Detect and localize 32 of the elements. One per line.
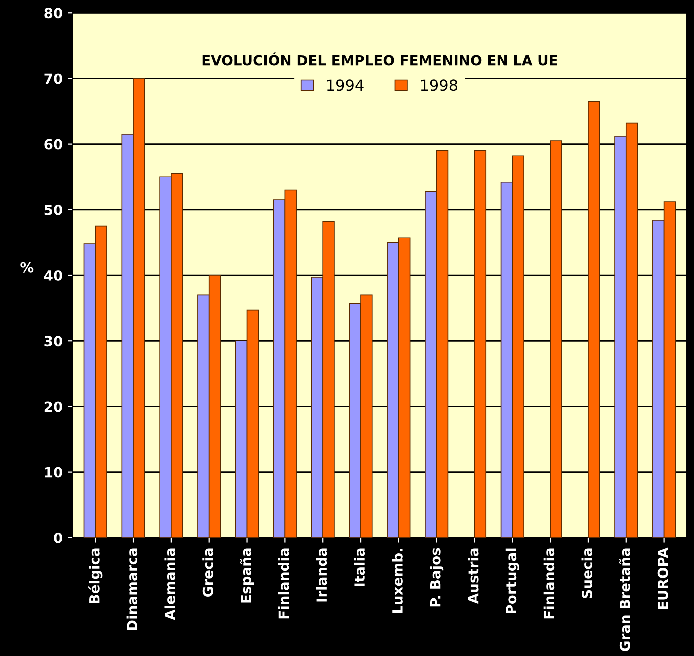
bar xyxy=(588,101,600,538)
x-tick-label: Portugal xyxy=(506,548,520,614)
bar xyxy=(474,150,487,538)
bar xyxy=(550,140,562,538)
y-tick-label: 70 xyxy=(44,74,62,84)
x-tick-label: Alemania xyxy=(164,548,176,620)
y-tick-label: 30 xyxy=(44,336,62,347)
x-tick-label: España xyxy=(240,548,254,603)
x-tick-label: Bélgica xyxy=(88,548,103,604)
y-tick-label: 0 xyxy=(54,532,62,544)
y-tick-label: 10 xyxy=(45,467,62,478)
x-tick-label: Austria xyxy=(468,548,479,604)
x-tick-label: Suecia xyxy=(582,548,593,598)
y-tick-label: 20 xyxy=(44,402,62,412)
x-tick-label: Dinamarca xyxy=(126,548,138,630)
x-tick-label: P. Bajos xyxy=(430,548,444,607)
y-axis-title: % xyxy=(20,262,34,273)
x-tick-label: Finlandia xyxy=(544,548,555,619)
x-tick-label: Finlandia xyxy=(278,548,290,619)
y-tick-label: 50 xyxy=(44,204,62,216)
legend-label: 1994 xyxy=(327,80,364,92)
x-tick-label: Irlanda xyxy=(316,548,328,602)
x-tick-label: Italia xyxy=(354,548,366,586)
legend-label: 1998 xyxy=(421,80,458,92)
y-tick-label: 60 xyxy=(44,139,62,150)
y-tick-label: 80 xyxy=(44,8,62,19)
x-tick-label: Gran Bretaña xyxy=(619,548,630,652)
y-tick-label: 40 xyxy=(44,270,62,281)
text: EVOLUCIÓN DEL EMPLEO FEMENINO EN LA UE xyxy=(202,52,558,66)
x-tick-label: Grecia xyxy=(202,548,214,597)
x-tick-label: EUROPA xyxy=(658,548,668,610)
x-tick-label: Luxemb. xyxy=(392,549,403,614)
